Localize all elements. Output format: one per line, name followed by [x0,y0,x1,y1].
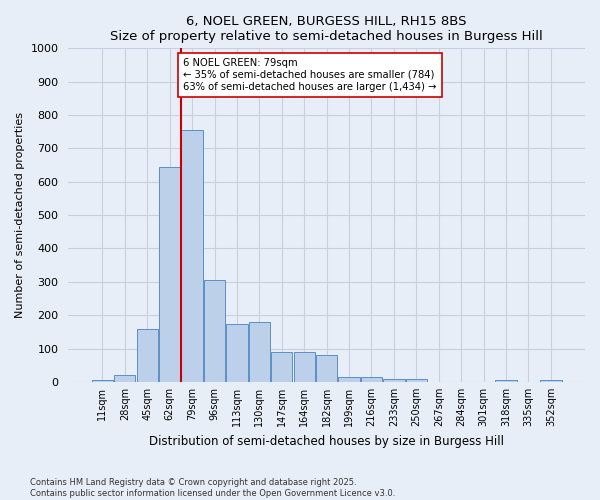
Text: Contains HM Land Registry data © Crown copyright and database right 2025.
Contai: Contains HM Land Registry data © Crown c… [30,478,395,498]
Bar [361,377,382,382]
Y-axis label: Number of semi-detached properties: Number of semi-detached properties [15,112,25,318]
Bar [540,380,562,382]
Text: 6 NOEL GREEN: 79sqm
← 35% of semi-detached houses are smaller (784)
63% of semi-: 6 NOEL GREEN: 79sqm ← 35% of semi-detach… [183,58,437,92]
Bar [496,380,517,382]
Bar [406,378,427,382]
Bar [316,355,337,382]
X-axis label: Distribution of semi-detached houses by size in Burgess Hill: Distribution of semi-detached houses by … [149,434,504,448]
Bar [226,324,248,382]
Bar [92,380,113,382]
Bar [181,130,203,382]
Bar [338,377,360,382]
Bar [137,328,158,382]
Bar [249,322,270,382]
Bar [271,352,292,382]
Title: 6, NOEL GREEN, BURGESS HILL, RH15 8BS
Size of property relative to semi-detached: 6, NOEL GREEN, BURGESS HILL, RH15 8BS Si… [110,15,543,43]
Bar [159,167,181,382]
Bar [383,378,404,382]
Bar [204,280,225,382]
Bar [114,376,136,382]
Bar [293,352,315,382]
